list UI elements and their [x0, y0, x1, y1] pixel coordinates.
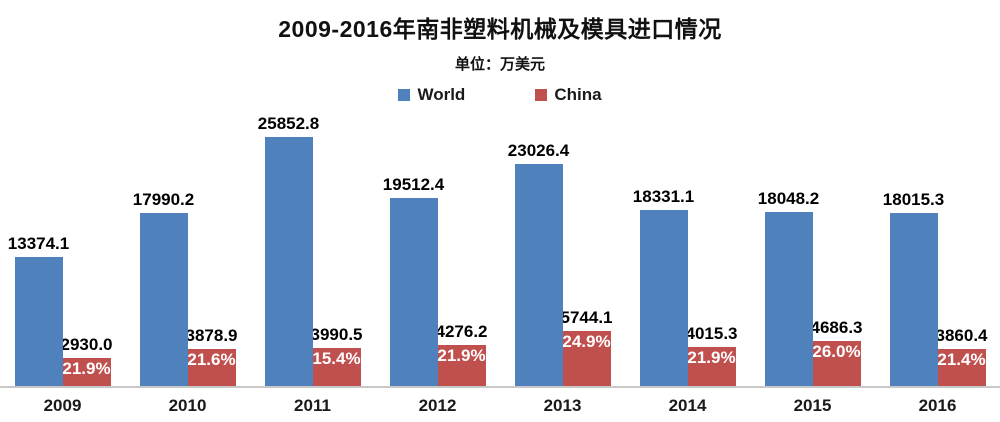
world-bar-column: 18048.2 — [758, 190, 819, 386]
china-bar-column: 4686.3 26.0% — [810, 318, 863, 386]
china-share-label: 21.9% — [687, 348, 736, 367]
china-share-label: 21.9% — [437, 346, 486, 365]
world-bar — [639, 210, 688, 386]
x-axis-label: 2016 — [918, 396, 957, 415]
world-bar — [139, 213, 188, 386]
world-value-label: 17990.2 — [132, 190, 195, 209]
world-bar — [514, 164, 563, 386]
china-share-label: 21.4% — [937, 350, 986, 369]
china-bar: 26.0% — [812, 341, 861, 386]
chart-subtitle: 单位：万美元 — [454, 56, 545, 73]
china-bar-column: 3860.4 21.4% — [935, 326, 988, 386]
x-axis: 2009 2010 2011 2012 2013 2014 2015 2016 — [0, 388, 1000, 422]
china-bar-column: 4015.3 21.9% — [685, 324, 738, 386]
china-value-label: 4686.3 — [810, 318, 863, 337]
legend: World China — [0, 85, 1000, 105]
china-share-label: 21.6% — [187, 350, 236, 369]
x-axis-label: 2015 — [793, 396, 832, 415]
world-bar-column: 25852.8 — [258, 115, 319, 386]
world-legend-swatch-icon — [398, 89, 411, 101]
china-value-label: 3860.4 — [935, 326, 988, 345]
world-bar-column: 19512.4 — [383, 176, 444, 386]
china-bar: 21.9% — [437, 345, 486, 386]
world-bar-column: 13374.1 — [8, 235, 69, 386]
world-bar-column: 18015.3 — [883, 191, 944, 386]
world-value-label: 25852.8 — [257, 114, 320, 133]
china-share-label: 24.9% — [562, 332, 611, 351]
bar-group: 18331.1 4015.3 21.9% — [625, 188, 750, 386]
world-bar — [889, 213, 938, 386]
world-bar — [264, 137, 313, 386]
china-share-label: 21.9% — [62, 359, 111, 378]
world-value-label: 18015.3 — [882, 190, 945, 209]
china-bar: 21.6% — [187, 349, 236, 386]
bar-group: 19512.4 4276.2 21.9% — [375, 176, 500, 386]
world-bar — [14, 257, 63, 386]
china-legend-label: China — [554, 85, 602, 104]
x-axis-label: 2013 — [543, 396, 582, 415]
china-value-label: 4276.2 — [435, 322, 488, 341]
plot-area: 13374.1 2930.0 21.9% 17990.2 3878.9 21.6% 2585… — [0, 106, 1000, 388]
x-axis-label: 2014 — [668, 396, 707, 415]
world-value-label: 18048.2 — [757, 189, 820, 208]
world-bar-column: 17990.2 — [133, 191, 194, 386]
world-bar-column: 23026.4 — [508, 142, 569, 386]
world-bar-column: 18331.1 — [633, 188, 694, 386]
world-value-label: 13374.1 — [7, 234, 70, 253]
china-bar-column: 2930.0 21.9% — [60, 335, 113, 386]
china-bar: 15.4% — [312, 348, 361, 386]
legend-item-world: World — [398, 85, 465, 105]
bar-group: 25852.8 3990.5 15.4% — [250, 115, 375, 386]
world-legend-label: World — [417, 85, 466, 104]
china-value-label: 3990.5 — [310, 325, 363, 344]
china-share-label: 26.0% — [812, 342, 861, 361]
world-value-label: 19512.4 — [382, 175, 445, 194]
china-bar: 24.9% — [562, 331, 611, 386]
chart-title: 2009-2016年南非塑料机械及模具进口情况 — [278, 16, 722, 42]
world-bar — [389, 198, 438, 386]
china-value-label: 4015.3 — [685, 324, 738, 343]
bar-group: 23026.4 5744.1 24.9% — [500, 142, 625, 386]
world-value-label: 23026.4 — [507, 141, 570, 160]
legend-item-china: China — [535, 85, 602, 105]
x-axis-label: 2012 — [418, 396, 457, 415]
china-value-label: 5744.1 — [560, 308, 613, 327]
china-bar: 21.9% — [62, 358, 111, 386]
china-bar: 21.9% — [687, 347, 736, 386]
x-axis-label: 2011 — [294, 396, 331, 415]
china-value-label: 3878.9 — [185, 326, 238, 345]
china-bar-column: 5744.1 24.9% — [560, 308, 613, 386]
china-bar: 21.4% — [937, 349, 986, 386]
china-bar-column: 3990.5 15.4% — [310, 325, 363, 386]
china-bar-column: 4276.2 21.9% — [435, 322, 488, 386]
china-bar-column: 3878.9 21.6% — [185, 326, 238, 386]
x-axis-label: 2009 — [43, 396, 82, 415]
world-value-label: 18331.1 — [632, 187, 695, 206]
china-value-label: 2930.0 — [60, 335, 113, 354]
bar-group: 18048.2 4686.3 26.0% — [750, 190, 875, 386]
china-share-label: 15.4% — [312, 349, 361, 368]
bar-group: 13374.1 2930.0 21.9% — [0, 235, 125, 386]
china-legend-swatch-icon — [535, 89, 548, 101]
world-bar — [764, 212, 813, 386]
bar-group: 17990.2 3878.9 21.6% — [125, 191, 250, 386]
x-axis-label: 2010 — [168, 396, 207, 415]
bar-group: 18015.3 3860.4 21.4% — [875, 191, 1000, 386]
